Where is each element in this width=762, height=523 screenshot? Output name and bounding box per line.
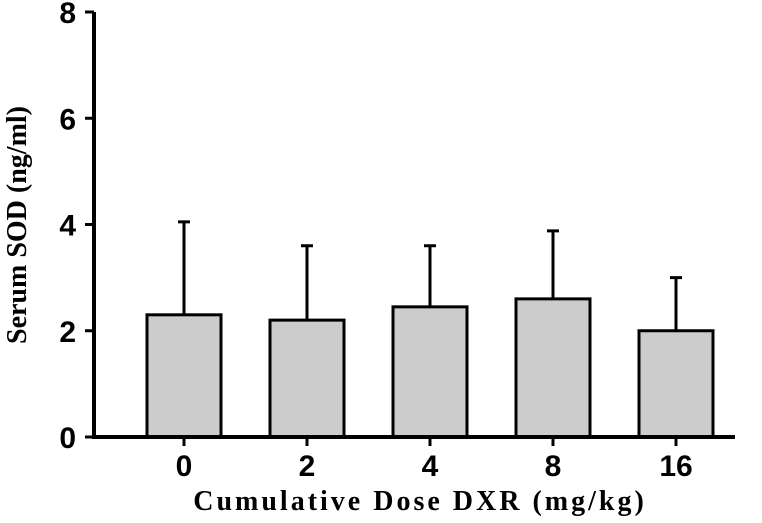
x-tick-label-2: 2 xyxy=(299,450,316,483)
x-tick-label-4: 4 xyxy=(422,450,439,483)
y-tick-label-4: 4 xyxy=(59,210,76,243)
bar-0 xyxy=(145,313,223,439)
x-axis-title: Cumulative Dose DXR (mg/kg) xyxy=(193,486,647,517)
y-tick-label-6: 6 xyxy=(59,103,76,136)
bar-4 xyxy=(391,305,469,439)
y-axis-title: Serum SOD (ng/ml) xyxy=(2,106,33,344)
bar-2 xyxy=(268,318,346,439)
x-tick-label-16: 16 xyxy=(659,450,692,483)
y-tick-label-0: 0 xyxy=(59,422,76,455)
bar-16 xyxy=(637,329,715,439)
bars-layer xyxy=(145,220,715,439)
x-tick-label-0: 0 xyxy=(176,450,193,483)
x-tick-label-8: 8 xyxy=(545,450,562,483)
y-tick-label-8: 8 xyxy=(59,0,76,30)
y-tick-label-2: 2 xyxy=(59,316,76,349)
ticks-layer: 0 2 4 8 16 0 2 4 6 8 xyxy=(59,0,692,483)
bar-8 xyxy=(514,297,592,439)
